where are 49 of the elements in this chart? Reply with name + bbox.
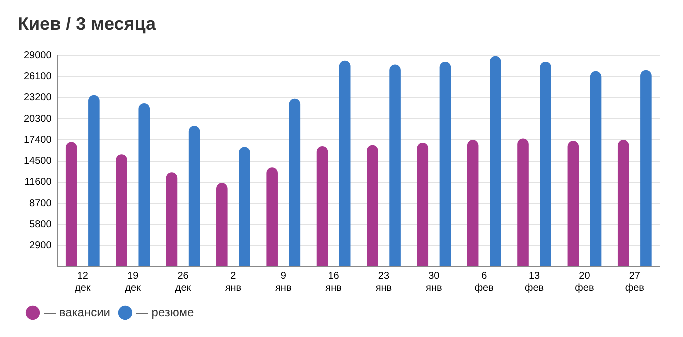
bar bbox=[440, 62, 452, 266]
x-tick-label: 12 дек bbox=[75, 270, 92, 294]
x-tick-label: 27 фев bbox=[625, 270, 644, 294]
bar bbox=[216, 183, 228, 266]
bar bbox=[417, 143, 429, 266]
bar bbox=[367, 145, 378, 266]
y-tick-label: 11600 bbox=[24, 177, 52, 188]
x-tick-label: 9 янв bbox=[276, 270, 292, 294]
y-tick-label: 2900 bbox=[30, 240, 52, 252]
bar bbox=[88, 95, 100, 266]
bar bbox=[518, 138, 529, 266]
bar bbox=[266, 168, 278, 266]
x-tick-label: 16 янв bbox=[326, 270, 342, 294]
y-tick-label: 29000 bbox=[24, 50, 52, 62]
bar bbox=[239, 147, 250, 266]
x-tick-label: 20 фев bbox=[575, 270, 594, 294]
x-tick-label: 6 фев bbox=[474, 270, 494, 294]
legend-label: — вакансии bbox=[44, 305, 110, 320]
bar bbox=[390, 64, 401, 266]
chart-title: Киев / 3 месяца bbox=[18, 14, 158, 34]
bar bbox=[540, 62, 552, 266]
bar bbox=[116, 154, 128, 266]
bar bbox=[339, 60, 351, 266]
y-tick-label: 20300 bbox=[24, 114, 52, 125]
x-tick-label: 26 дек bbox=[175, 270, 192, 294]
bar bbox=[590, 71, 602, 266]
y-tick-label: 14500 bbox=[24, 156, 52, 168]
bar bbox=[66, 142, 78, 266]
x-tick-label: 19 дек bbox=[125, 270, 142, 294]
bar bbox=[138, 103, 150, 266]
bar bbox=[467, 140, 479, 266]
y-tick-label: 17400 bbox=[24, 134, 52, 146]
x-tick-label: 2 янв bbox=[225, 270, 242, 294]
bar bbox=[289, 98, 301, 266]
legend-label: — резюме bbox=[136, 305, 195, 320]
bar bbox=[490, 56, 502, 266]
bar bbox=[166, 172, 178, 266]
x-tick-label: 30 янв bbox=[426, 270, 442, 294]
bar bbox=[640, 70, 652, 266]
bar bbox=[316, 146, 328, 266]
y-tick-label: 5800 bbox=[30, 219, 52, 230]
bar bbox=[568, 141, 580, 266]
y-tick-label: 8700 bbox=[30, 198, 52, 210]
y-tick-label: 26100 bbox=[24, 71, 52, 82]
x-tick-label: 23 янв bbox=[376, 270, 392, 294]
bar bbox=[618, 140, 630, 266]
x-tick-label: 13 фев bbox=[524, 270, 544, 294]
y-tick-label: 23200 bbox=[24, 92, 52, 104]
bar bbox=[188, 126, 200, 266]
